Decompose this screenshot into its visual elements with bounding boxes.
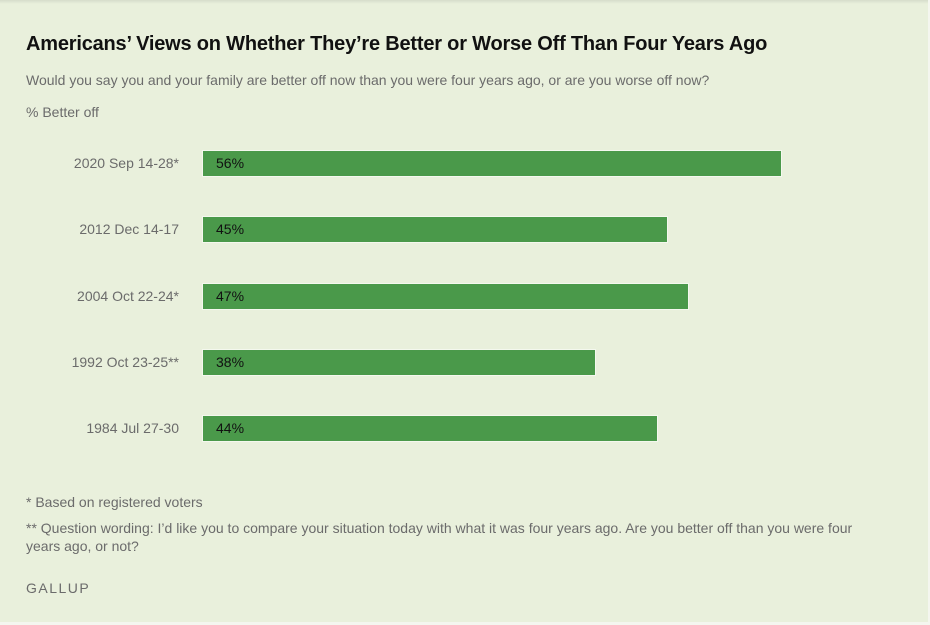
chart-title: Americans’ Views on Whether They’re Bett… xyxy=(26,33,768,55)
bar-value-label: 56% xyxy=(216,155,245,171)
footnote-question-wording: ** Question wording: I’d like you to com… xyxy=(26,520,853,554)
bar xyxy=(203,350,595,375)
gallup-logo: GALLUP xyxy=(26,580,91,596)
unit-label: % Better off xyxy=(26,104,99,120)
bar xyxy=(203,284,688,309)
category-label: 2004 Oct 22-24* xyxy=(77,288,179,304)
category-label: 2012 Dec 14-17 xyxy=(79,221,179,237)
bar-value-label: 47% xyxy=(216,288,245,304)
category-label: 1992 Oct 23-25** xyxy=(71,354,179,370)
top-border xyxy=(0,0,930,4)
category-label: 1984 Jul 27-30 xyxy=(86,420,179,436)
footnote-registered-voters: * Based on registered voters xyxy=(26,494,203,510)
bar-value-label: 44% xyxy=(216,420,245,436)
category-label: 2020 Sep 14-28* xyxy=(73,155,179,171)
bar xyxy=(203,217,667,242)
right-border xyxy=(928,0,930,625)
chart-subtitle: Would you say you and your family are be… xyxy=(26,72,710,88)
bar xyxy=(203,151,781,176)
bar xyxy=(203,416,657,441)
bar-value-label: 45% xyxy=(216,221,245,237)
bottom-border xyxy=(0,622,930,625)
bar-value-label: 38% xyxy=(216,354,245,370)
